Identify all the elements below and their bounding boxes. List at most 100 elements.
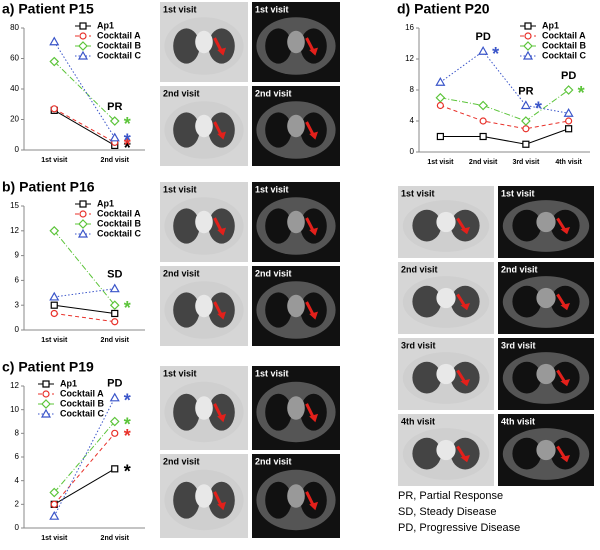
marker [109,283,120,293]
marker [111,465,119,473]
chart-title: d) Patient P20 [397,1,490,17]
image-label: 3rd visit [501,340,536,350]
image-label: 3rd visit [401,340,436,350]
marker [522,50,534,60]
marker [77,228,89,238]
image-label: 2nd visit [401,264,438,274]
ct-heart [287,396,305,420]
ct-heart [536,211,556,233]
marker [49,225,60,236]
arrow-head [217,413,226,423]
ct-lung [265,292,292,328]
ct-lung [412,209,442,242]
ct-lung [300,208,327,244]
marker [522,125,530,133]
legend-label: Cocktail B [542,40,587,50]
y-tick-label: 80 [10,23,19,32]
marker [79,32,87,40]
legend-label: Cocktail A [97,30,141,40]
legend-label: Cocktail B [60,398,105,408]
ct-lung [550,437,580,470]
arrow-head [309,227,318,236]
ct-lung [450,437,480,470]
ct-heart [195,294,213,318]
marker [520,100,531,110]
ct-lung [300,112,327,148]
ct-lung [450,209,480,242]
ct-lung [550,361,580,394]
series-line [54,312,115,323]
legend-label: Cocktail A [542,30,586,40]
series-line [53,61,116,122]
ct-lung [265,208,292,244]
y-tick-label: 10 [10,405,19,414]
ct-lung [550,285,580,318]
legend-label: Cocktail B [97,40,142,50]
y-tick-label: 3 [15,300,20,309]
marker [479,132,487,141]
image-label: 2nd visit [255,268,292,278]
series-line [53,397,116,517]
marker [109,300,120,311]
arrow-head [309,413,318,423]
series-line [54,304,115,314]
chart-title: a) Patient P15 [2,1,94,17]
ct-lung [173,393,200,431]
x-tick-label: 1st visit [41,157,68,164]
asterisk: * [124,135,131,155]
ct-lung [412,285,442,318]
marker [478,46,489,55]
note: PD, Progressive Disease [398,522,520,534]
marker [50,309,58,318]
legend-label: Cocktail A [97,208,141,218]
ct-heart [536,439,556,461]
asterisk: * [492,44,499,64]
marker [77,50,89,60]
marker [40,408,52,418]
marker [111,318,119,326]
legend-label: Cocktail C [97,228,142,238]
ct-heart [436,287,456,309]
image-label: 1st visit [501,188,535,198]
series-line [53,421,116,493]
y-tick-label: 0 [15,145,20,154]
y-tick-label: 6 [15,276,20,285]
marker [49,36,60,46]
marker [436,101,444,110]
legend-label: Cocktail C [542,50,587,60]
legend-label: Cocktail C [60,408,105,418]
series-line [440,50,569,114]
image-label: 2nd visit [163,456,200,466]
marker [565,125,573,133]
marker [522,140,530,148]
ct-lung [550,209,580,242]
x-tick-label: 2nd visit [101,337,130,344]
status-label: SD [107,269,122,281]
ct-heart [436,439,456,461]
marker [78,219,88,229]
series-line [440,105,569,130]
legend-label: Ap1 [542,20,559,30]
image-label: 1st visit [163,368,197,378]
ct-lung [265,112,292,148]
ct-lung [300,28,327,64]
ct-lung [412,361,442,394]
ct-lung [173,208,200,244]
x-tick-label: 1st visit [41,535,68,542]
legend-label: Cocktail A [60,388,104,398]
marker [49,56,60,67]
marker [49,510,60,520]
image-label: 2nd visit [501,264,538,274]
marker [49,291,60,301]
chart-title: b) Patient P16 [2,179,95,195]
ct-heart [536,287,556,309]
y-tick-label: 0 [15,325,20,334]
y-tick-label: 15 [10,201,19,210]
ct-heart [195,30,213,54]
y-tick-label: 60 [10,54,19,63]
marker [111,309,119,318]
marker [524,32,532,40]
x-tick-label: 2nd visit [469,159,498,166]
ct-lung [300,292,327,328]
marker [565,117,573,125]
